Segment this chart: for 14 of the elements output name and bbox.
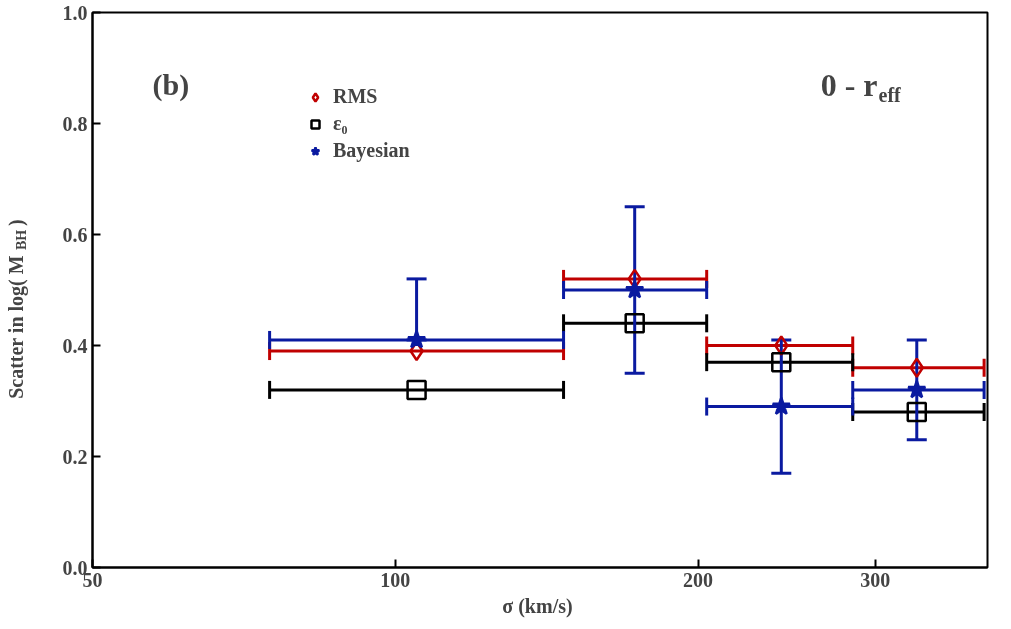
annotation: (b)	[152, 68, 190, 102]
y-tick-label: 0.8	[62, 112, 88, 135]
x-tick-label: 100	[380, 568, 411, 591]
y-tick-label: 0.6	[62, 223, 88, 246]
y-axis-title: Scatter in log( MBH )	[4, 219, 29, 399]
y-tick-label: 0.4	[62, 334, 88, 357]
legend-label: ε₀	[333, 112, 349, 135]
x-tick-label: 200	[683, 568, 714, 591]
y-tick-label: 0.2	[62, 445, 88, 468]
legend-label: Bayesian	[333, 139, 410, 162]
x-tick-label: 300	[860, 568, 891, 591]
legend-label: RMS	[333, 85, 378, 108]
x-axis-title: σ (km/s)	[502, 594, 573, 618]
y-tick-label: 1.0	[62, 1, 88, 24]
